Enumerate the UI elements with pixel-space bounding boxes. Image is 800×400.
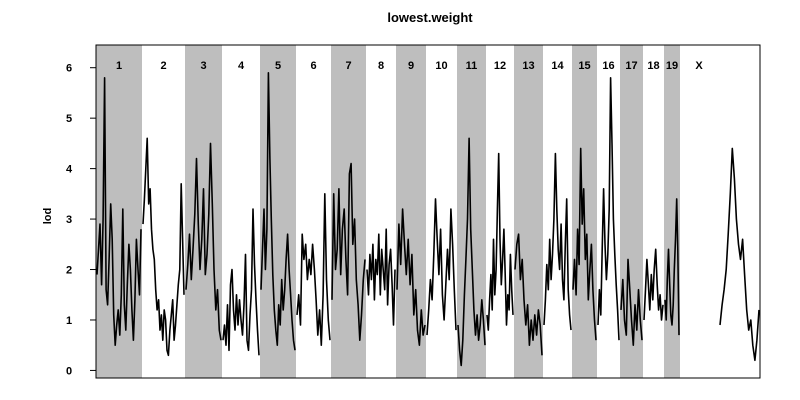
chromosome-label-19: 19 — [666, 60, 678, 72]
lod-curve-chr-5 — [260, 72, 296, 351]
chromosome-label-11: 11 — [466, 60, 478, 72]
chromosome-label-3: 3 — [200, 60, 206, 72]
chromosome-label-6: 6 — [310, 60, 316, 72]
chromosome-label-16: 16 — [602, 60, 614, 72]
chart-title: lowest.weight — [387, 10, 473, 25]
y-tick-label-5: 5 — [66, 113, 72, 125]
chromosome-label-1: 1 — [116, 60, 122, 72]
lod-curve-chr-2 — [142, 137, 185, 357]
lod-curve-chr-8 — [366, 228, 396, 326]
lod-curve-chr-X — [719, 147, 760, 362]
y-tick-label-2: 2 — [66, 265, 72, 277]
chromosome-band-11 — [457, 45, 486, 378]
lod-curve-chr-3 — [185, 142, 222, 341]
lod-curve-chr-4 — [222, 208, 260, 356]
lod-curve-chr-19 — [664, 198, 680, 336]
y-tick-label-4: 4 — [66, 164, 73, 176]
lod-curve-chr-17 — [620, 258, 643, 347]
lod-curve-chr-13 — [514, 233, 543, 356]
chromosome-bands — [96, 45, 680, 378]
chromosome-band-19 — [664, 45, 680, 378]
lod-curve-chr-10 — [426, 198, 457, 336]
lod-curves — [96, 72, 760, 367]
lod-curve-chr-7 — [331, 162, 366, 342]
chromosome-label-7: 7 — [345, 60, 351, 72]
lod-curve-chr-9 — [396, 208, 426, 347]
chromosome-label-18: 18 — [647, 60, 659, 72]
chromosome-label-12: 12 — [494, 60, 506, 72]
lod-curve-chr-11 — [457, 137, 486, 367]
lod-curve-chr-16 — [597, 77, 620, 341]
chromosome-label-5: 5 — [275, 60, 281, 72]
plot-frame — [95, 44, 761, 379]
chromosome-label-8: 8 — [378, 60, 384, 72]
chromosome-label-10: 10 — [435, 60, 447, 72]
lod-curve-chr-6 — [296, 193, 331, 347]
lod-curve-chr-1 — [96, 77, 142, 347]
y-tick-label-6: 6 — [66, 63, 72, 75]
y-tick-label-3: 3 — [66, 214, 72, 226]
chromosome-label-17: 17 — [625, 60, 637, 72]
chromosome-band-9 — [396, 45, 426, 378]
chromosome-label-4: 4 — [238, 60, 245, 72]
chromosome-band-17 — [620, 45, 643, 378]
chromosome-label-2: 2 — [160, 60, 166, 72]
chromosome-label-15: 15 — [578, 60, 590, 72]
chromosome-label-13: 13 — [522, 60, 534, 72]
chromosome-label-14: 14 — [551, 60, 564, 72]
chromosome-label-X: X — [695, 60, 703, 72]
y-axis: 0 1 2 3 4 5 6 — [66, 63, 96, 377]
lod-curve-chr-15 — [572, 147, 597, 341]
lod-curve-chr-18 — [643, 248, 664, 321]
y-tick-label-0: 0 — [66, 365, 72, 377]
chromosome-labels: 1 2 3 4 5 6 7 8 9 10 11 12 13 14 15 16 17 18 19 X — [116, 60, 703, 72]
lod-curve-chr-14 — [543, 152, 572, 331]
lod-curve-chr-12 — [486, 152, 514, 331]
chromosome-label-9: 9 — [408, 60, 414, 72]
y-tick-label-1: 1 — [66, 315, 72, 327]
